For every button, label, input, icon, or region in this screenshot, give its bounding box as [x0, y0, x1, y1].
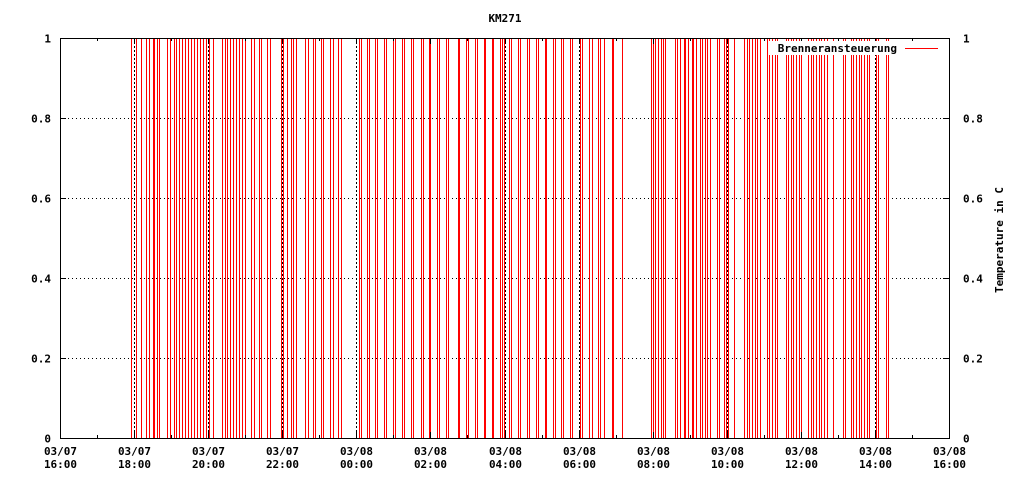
x-tick-label-date: 03/07: [118, 445, 151, 458]
x-tick-label-date: 03/07: [192, 445, 225, 458]
x-tick-label-date: 03/07: [44, 445, 77, 458]
x-tick-label-time: 22:00: [266, 458, 299, 471]
x-tick-label-time: 16:00: [44, 458, 77, 471]
x-tick-label-date: 03/08: [340, 445, 373, 458]
x-tick-label-time: 12:00: [785, 458, 818, 471]
x-tick-label-date: 03/08: [414, 445, 447, 458]
y-tick-label-left: 0: [44, 433, 51, 446]
x-tick-label-date: 03/08: [637, 445, 670, 458]
y-tick-label-right: 0: [963, 433, 970, 446]
x-tick-label-date: 03/08: [785, 445, 818, 458]
y-tick-label-left: 1: [44, 33, 51, 46]
y-tick-label-right: 1: [963, 33, 970, 46]
right-axis-label: Temperature in C: [993, 187, 1006, 293]
x-tick-label-time: 08:00: [637, 458, 670, 471]
y-tick-label-right: 0.8: [963, 113, 983, 126]
y-tick-label-left: 0.8: [31, 113, 51, 126]
legend: Brenneransteuerung: [768, 41, 938, 55]
legend-label: Brenneransteuerung: [778, 42, 897, 55]
x-tick-label-time: 04:00: [489, 458, 522, 471]
y-tick-label-right: 0.4: [963, 273, 983, 286]
y-tick-label-right: 0.2: [963, 353, 983, 366]
x-tick-label-time: 16:00: [933, 458, 966, 471]
x-tick-label-time: 14:00: [859, 458, 892, 471]
x-tick-label-date: 03/07: [266, 445, 299, 458]
axis-ticks: [60, 38, 950, 439]
x-tick-label-date: 03/08: [933, 445, 966, 458]
x-tick-label-date: 03/08: [859, 445, 892, 458]
chart-title: KM271: [488, 12, 521, 25]
x-tick-label-time: 06:00: [563, 458, 596, 471]
x-tick-label-time: 10:00: [711, 458, 744, 471]
y-tick-label-left: 0.6: [31, 193, 51, 206]
x-tick-label-time: 18:00: [118, 458, 151, 471]
x-tick-label-time: 20:00: [192, 458, 225, 471]
x-tick-label-time: 00:00: [340, 458, 373, 471]
series-brenneransteuerung: [131, 38, 889, 438]
x-tick-label-time: 02:00: [414, 458, 447, 471]
y-tick-label-left: 0.2: [31, 353, 51, 366]
x-tick-label-date: 03/08: [711, 445, 744, 458]
y-tick-label-right: 0.6: [963, 193, 983, 206]
x-tick-label-date: 03/08: [489, 445, 522, 458]
x-tick-label-date: 03/08: [563, 445, 596, 458]
y-tick-label-left: 0.4: [31, 273, 51, 286]
tick-labels: 0 00.2 0.20.4 0.40.6 0.60.8 0.81 103/0716:0003…: [31, 33, 983, 472]
